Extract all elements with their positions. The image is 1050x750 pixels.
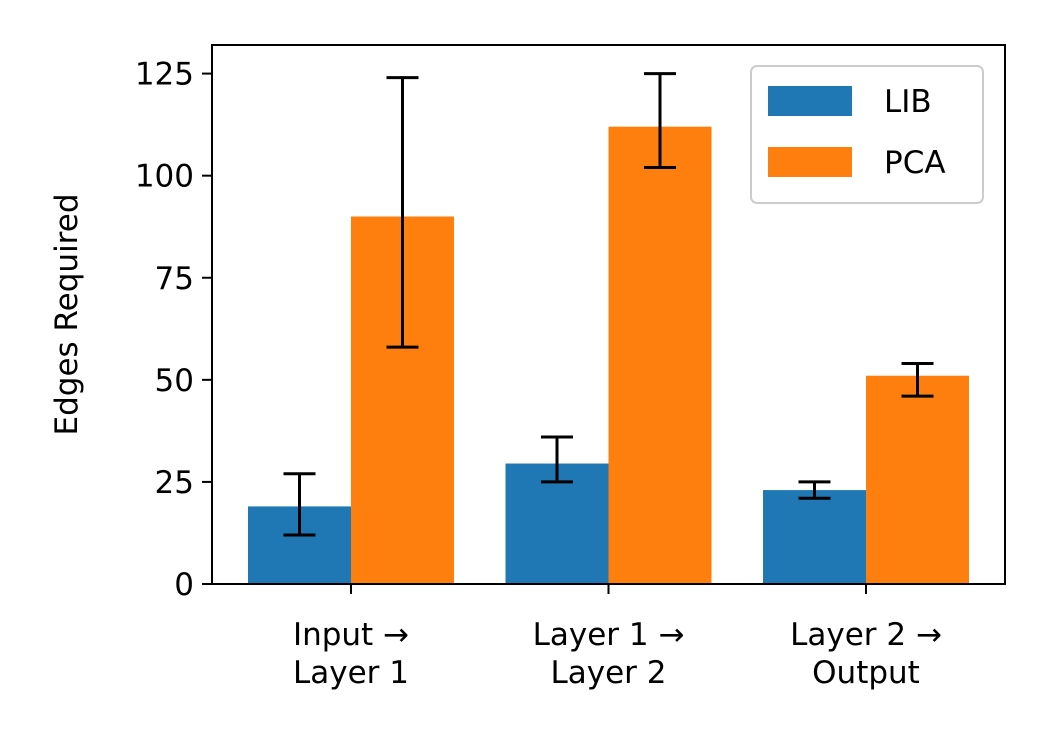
error-bar-pca-0 bbox=[386, 76, 419, 349]
y-tick-label: 50 bbox=[155, 363, 194, 399]
legend-item-pca: PCA bbox=[768, 145, 946, 181]
error-bar-pca-1 bbox=[644, 72, 676, 169]
y-axis-label: Edges Required bbox=[49, 194, 85, 436]
legend: LIB PCA bbox=[750, 65, 984, 204]
legend-item-lib: LIB bbox=[768, 84, 932, 120]
legend-label: LIB bbox=[884, 84, 932, 120]
error-bar-pca-2 bbox=[901, 362, 934, 398]
legend-label: PCA bbox=[884, 145, 946, 181]
y-tick-label: 100 bbox=[135, 159, 194, 195]
y-tick-label: 0 bbox=[174, 567, 194, 603]
y-tick-label: 25 bbox=[155, 465, 194, 501]
x-tick-label: Layer 1 → Layer 2 bbox=[533, 617, 685, 691]
bar-lib-1 bbox=[505, 463, 609, 584]
y-tick-label: 125 bbox=[135, 57, 194, 93]
error-bar-lib-2 bbox=[798, 480, 831, 500]
bar-pca-2 bbox=[866, 375, 969, 584]
error-bars-layer bbox=[283, 72, 934, 537]
y-tick-label: 75 bbox=[155, 261, 194, 297]
bar-pca-1 bbox=[608, 126, 712, 585]
bar-lib-2 bbox=[763, 490, 866, 584]
x-tick-label: Layer 2 → Output bbox=[790, 617, 942, 691]
y-axis: 0 25 50 75 100 125 bbox=[135, 57, 212, 603]
error-bar-lib-1 bbox=[541, 435, 573, 484]
error-bar-lib-0 bbox=[283, 472, 316, 537]
legend-swatch bbox=[768, 86, 852, 116]
x-tick-label: Input → Layer 1 bbox=[293, 617, 409, 691]
legend-swatch bbox=[768, 147, 852, 177]
x-axis: Input → Layer 1 Layer 1 → Layer 2 Layer 2 → O… bbox=[293, 584, 942, 691]
